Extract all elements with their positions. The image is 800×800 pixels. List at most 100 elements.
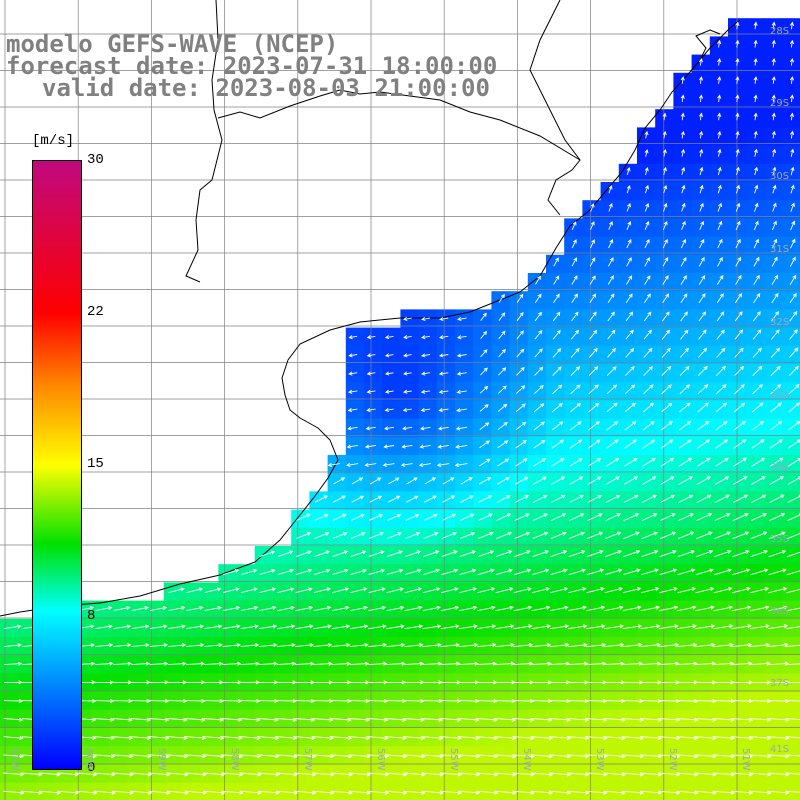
wind-arrow [349, 642, 369, 648]
wind-arrow [514, 495, 530, 503]
wind-arrow [4, 661, 23, 666]
wind-arrow [585, 661, 607, 666]
wind-arrow [440, 642, 461, 648]
wind-arrow [698, 256, 705, 267]
wind-arrow [368, 550, 385, 558]
wind-arrow [423, 532, 439, 539]
wind-arrow [498, 330, 506, 340]
longitude-label: 58W [229, 748, 240, 771]
wind-arrow [240, 661, 260, 666]
wind-arrow [384, 371, 394, 376]
border-path [529, 0, 581, 216]
wind-arrow [568, 531, 585, 540]
wind-arrow [731, 605, 752, 612]
wind-arrow [767, 624, 789, 630]
wind-arrow [624, 421, 637, 431]
wind-arrow [643, 347, 653, 358]
wind-arrow [401, 444, 413, 449]
wind-arrow [405, 550, 422, 558]
wind-arrow [222, 587, 240, 594]
wind-arrow [643, 366, 653, 376]
wind-arrow [785, 772, 800, 775]
wind-arrow [588, 366, 599, 376]
wind-arrow [533, 421, 545, 431]
wind-arrow [571, 293, 578, 303]
latitude-label: 36S [770, 606, 790, 617]
wind-arrow [221, 717, 243, 722]
wind-arrow [589, 239, 595, 249]
wind-arrow [552, 348, 562, 358]
wind-arrow [640, 587, 660, 594]
wind-arrow [625, 293, 633, 304]
wind-arrow [532, 568, 550, 576]
wind-arrow [550, 531, 567, 540]
wind-arrow [716, 329, 725, 340]
wind-arrow [95, 643, 114, 648]
wind-arrow [386, 550, 403, 558]
wind-arrow [457, 316, 467, 322]
wind-arrow [498, 367, 507, 376]
wind-arrow [477, 550, 495, 558]
wind-arrow [640, 605, 661, 612]
wind-arrow [131, 605, 149, 612]
wind-arrow [130, 754, 152, 759]
border-path [217, 89, 581, 161]
wind-arrow [587, 458, 602, 467]
wind-arrow [533, 439, 546, 449]
colorbar-tick: 30 [87, 152, 104, 168]
wind-arrow [644, 238, 650, 249]
wind-arrow [713, 624, 734, 630]
wind-arrow [568, 605, 587, 612]
wind-arrow [680, 148, 686, 157]
wind-arrow [698, 347, 708, 358]
wind-arrow [276, 717, 298, 722]
wind-arrow [571, 275, 578, 285]
wind-arrow [622, 605, 642, 612]
wind-arrow [677, 568, 696, 576]
wind-arrow [476, 642, 497, 648]
wind-arrow [423, 550, 440, 558]
wind-arrow [786, 588, 800, 594]
wind-arrow [785, 700, 800, 702]
wind-arrow [459, 568, 477, 576]
wind-arrow [786, 626, 800, 630]
wind-arrow [569, 458, 583, 467]
wind-arrow [624, 402, 636, 413]
wind-arrow [661, 329, 671, 340]
wind-arrow [662, 238, 668, 249]
wind-arrow [516, 366, 525, 376]
wind-arrow [259, 587, 277, 594]
wind-arrow [480, 349, 488, 358]
wind-arrow [369, 477, 382, 485]
wind-arrow [438, 353, 449, 358]
wind-arrow [403, 389, 412, 394]
wind-arrow [515, 421, 527, 431]
wind-arrow [94, 754, 116, 759]
wind-arrow [3, 680, 23, 685]
wind-arrow [368, 568, 386, 576]
wind-arrow [240, 624, 259, 630]
wind-arrow [549, 699, 571, 704]
wind-arrow [515, 385, 526, 394]
wind-arrow [768, 568, 787, 576]
wind-arrow [785, 681, 800, 684]
wind-arrow [586, 550, 604, 558]
wind-arrow [348, 335, 358, 340]
wind-arrow [772, 166, 777, 176]
wind-arrow [789, 256, 796, 267]
wind-arrow [348, 353, 358, 358]
wind-arrow [753, 220, 759, 231]
wind-arrow [404, 568, 422, 576]
longitude-label: 54W [521, 748, 532, 771]
wind-arrow [789, 311, 798, 322]
wind-arrow [276, 661, 297, 666]
wind-arrow [771, 76, 776, 84]
wind-arrow [456, 408, 467, 413]
wind-arrow [549, 605, 569, 612]
wind-arrow [95, 661, 114, 666]
wind-arrow [604, 605, 624, 612]
wind-arrow [640, 642, 661, 648]
wind-arrow [346, 462, 359, 467]
wind-arrow [459, 587, 478, 594]
wind-arrow [456, 335, 467, 340]
